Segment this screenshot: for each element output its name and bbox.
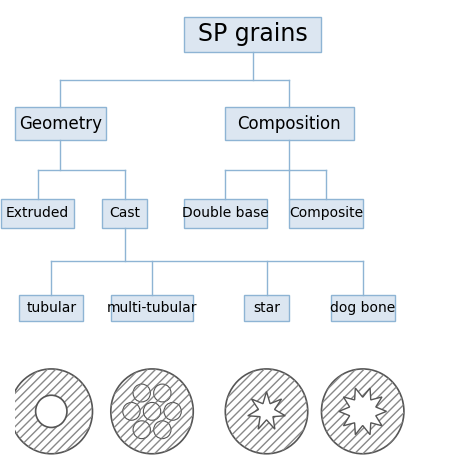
Text: Cast: Cast: [109, 207, 140, 220]
Circle shape: [321, 369, 404, 454]
Polygon shape: [248, 392, 285, 429]
FancyBboxPatch shape: [184, 17, 321, 52]
Text: Double base: Double base: [182, 207, 269, 220]
FancyBboxPatch shape: [331, 295, 395, 320]
Text: star: star: [253, 301, 280, 315]
Circle shape: [10, 369, 92, 454]
Circle shape: [164, 402, 181, 420]
FancyBboxPatch shape: [101, 199, 147, 228]
Circle shape: [225, 369, 308, 454]
FancyBboxPatch shape: [111, 295, 193, 320]
Circle shape: [36, 395, 67, 428]
Text: Composition: Composition: [237, 115, 341, 133]
Circle shape: [111, 369, 193, 454]
Text: SP grains: SP grains: [198, 22, 308, 46]
FancyBboxPatch shape: [19, 295, 83, 320]
Circle shape: [154, 421, 171, 438]
Text: dog bone: dog bone: [330, 301, 395, 315]
Circle shape: [133, 384, 150, 402]
Polygon shape: [339, 388, 386, 435]
Text: Geometry: Geometry: [19, 115, 102, 133]
Text: Extruded: Extruded: [6, 207, 69, 220]
Text: tubular: tubular: [26, 301, 76, 315]
Text: Composite: Composite: [289, 207, 363, 220]
Circle shape: [154, 384, 171, 402]
Circle shape: [123, 402, 140, 420]
Text: multi-tubular: multi-tubular: [107, 301, 197, 315]
FancyBboxPatch shape: [15, 108, 106, 140]
Circle shape: [133, 421, 150, 438]
Circle shape: [143, 402, 161, 420]
FancyBboxPatch shape: [290, 199, 363, 228]
FancyBboxPatch shape: [244, 295, 290, 320]
FancyBboxPatch shape: [1, 199, 74, 228]
FancyBboxPatch shape: [225, 108, 354, 140]
FancyBboxPatch shape: [184, 199, 266, 228]
